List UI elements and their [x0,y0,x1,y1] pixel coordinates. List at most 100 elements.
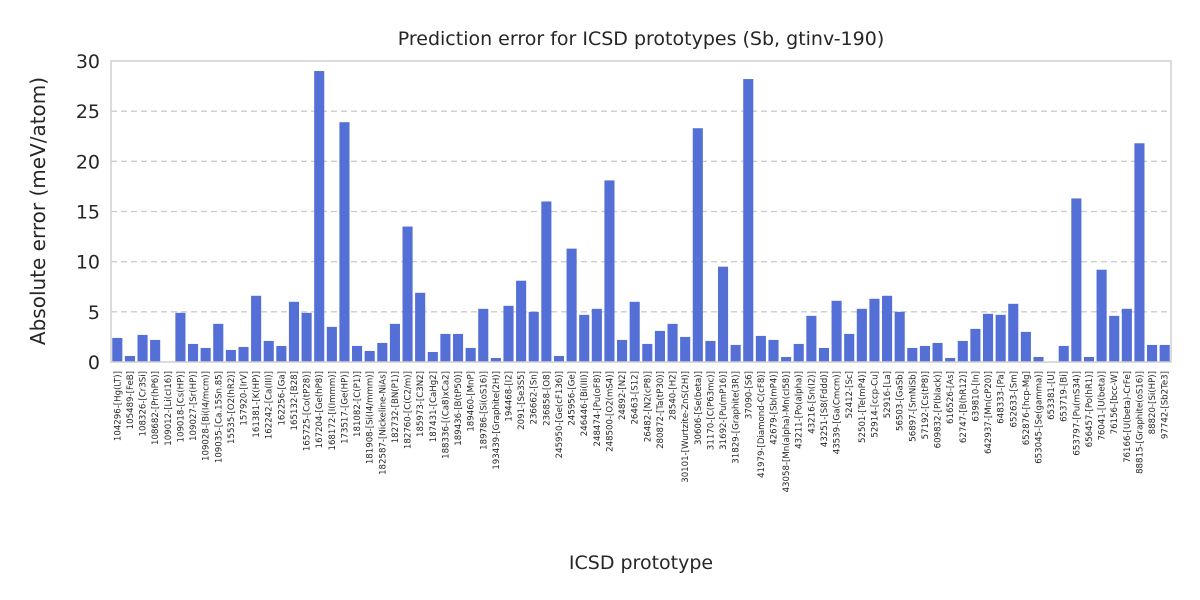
x-tick-label: 187431-[CaHg2] [429,371,439,442]
bar [490,357,501,362]
x-tick-label: 76041-[U(beta)] [1098,371,1108,441]
bar [730,344,741,362]
bar [680,336,691,362]
x-tick-label: 167204-[Ge(hP8)] [315,371,325,448]
x-tick-label: 105489-[FeB] [126,371,136,429]
bar [339,122,350,362]
bar [894,311,905,362]
bar [1020,331,1031,362]
y-gridlines [111,110,1171,313]
bar [856,308,867,362]
x-tick-label: 189786-[Si(oS16)] [479,371,489,450]
bar [907,347,918,362]
bar [288,301,300,362]
x-tick-label: 181082-[C(P1)] [353,371,363,437]
bar [1008,303,1019,362]
bar [1121,308,1132,362]
bar [995,314,1006,362]
x-tick-label: 109018-[Cs(HP)] [176,371,186,442]
x-tick-label: 109027-[Sr(HP)] [189,371,199,441]
bar [806,315,817,362]
bar [768,339,779,362]
bar [629,301,640,362]
bar [301,312,312,362]
x-tick-label: 188336-[(Ca8)xCa2] [441,371,451,459]
x-tick-label: 652633-[Sm] [1009,371,1019,427]
bar [124,355,135,362]
x-tick-label: 162256-[Ga] [277,371,287,426]
x-tick-label: 181908-[Si(I4/mmm)] [366,371,376,464]
bar [200,347,211,362]
bar [452,333,464,362]
bar [692,128,703,362]
bar [225,349,236,362]
bar [1159,344,1170,362]
bar [389,323,400,362]
bar [667,323,678,362]
bar [970,328,981,362]
x-tick-label: 642937-[Mn(cP20)] [984,371,994,454]
x-tick-label: 165725-[Co(tP28)] [303,371,313,451]
x-tick-label: 609832-[P(black)] [934,371,944,448]
x-tick-label: 24892-[N2] [618,371,628,420]
x-tick-label: 280872-[Ta(tP30)] [656,371,666,449]
bar [137,334,148,362]
x-tick-label: 639810-[In] [971,371,981,422]
bar [617,339,628,362]
bar [945,357,956,362]
bar [604,180,615,362]
x-tick-label: 88815-[Graphite(oS16)] [1135,371,1145,474]
x-tick-label: 52916-[La] [883,371,893,418]
bar [1083,356,1095,362]
bar [276,345,287,362]
bar [175,312,186,362]
bar [844,333,855,362]
x-tick-label: 248500-[O2(mS4)] [605,371,615,452]
bar [251,295,262,362]
bar [364,350,375,362]
x-tick-label: 52914-[ccp-Cu] [870,371,880,438]
bar [957,340,968,362]
bar [743,79,754,362]
x-tick-label: 26463-[S12] [631,371,641,425]
x-tick-label: 97742-[Sb2Te3] [1161,371,1171,439]
x-tick-label: 189460-[MnP] [467,371,477,432]
bar [238,346,249,362]
bar [440,333,451,362]
x-tick-label: 652876-[hcp-Mg] [1022,371,1032,445]
bar [415,292,426,362]
plot-frame [110,60,1172,363]
x-tick-label: 43211-[Po(alpha)] [795,371,805,449]
x-tick-label: 76166-[U(beta)-CrFe] [1123,371,1133,463]
bar [793,343,804,362]
bar [831,300,842,362]
y-tick-labels: 0 5 10 15 20 25 30 [76,51,100,374]
x-tick-label: 165132-[B28] [290,371,300,430]
bar [1096,269,1107,362]
bar [566,248,577,362]
x-tick-label: 57192-[Cs(tP8)] [921,371,931,439]
x-tick-label: 653797-[Pu(mS34)] [1072,371,1082,456]
x-tick-label: 246446-[Bi(III)] [580,371,590,436]
x-tick-label: 162242-[Ca(III)] [265,371,275,439]
x-tick-label: 194468-[I2] [505,371,515,422]
bar [919,345,930,362]
bar [591,308,602,362]
x-tick-label: 161381-[K(HP)] [252,371,262,438]
bar [642,343,653,362]
bar [377,342,388,362]
x-tick-label: 28540-[H2] [669,371,679,420]
y-tick-label: 10 [76,252,100,274]
x-tick-label: 56897-[SmNiSb] [908,371,918,442]
bar [781,356,792,362]
bar [465,347,476,362]
x-tick-label: 26482-[N2(cP8)] [643,371,653,442]
y-axis-label: Absolute error (meV/atom) [26,77,50,345]
bar [579,314,590,362]
bar [882,295,893,362]
y-tick-label: 0 [88,352,100,374]
x-tick-label: 41979-[Diamond-C(cF8)] [757,371,767,478]
x-tick-label: 157920-[IrV] [240,371,250,426]
x-tick-label: 653045-[Se(gamma)] [1035,371,1045,464]
